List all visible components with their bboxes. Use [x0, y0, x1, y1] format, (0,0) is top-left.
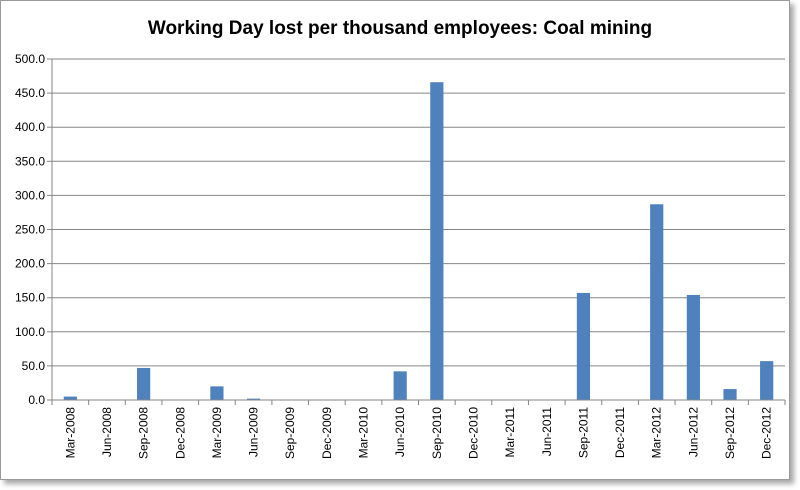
y-tick-label: 100.0: [15, 325, 45, 339]
x-axis-ticks: Mar-2008 Jun-2008 Sep-2008 Dec-2008 Mar-2009…: [51, 400, 786, 459]
x-tick-label: Jun-2009: [247, 407, 261, 457]
x-tick-label: Mar-2011: [503, 407, 517, 458]
bar: [393, 371, 407, 400]
x-tick-label: Dec-2012: [760, 407, 774, 459]
x-tick-label: Sep-2012: [723, 407, 737, 459]
bar: [760, 361, 774, 400]
x-tick-label: Dec-2010: [466, 407, 480, 459]
y-tick-label: 300.0: [15, 188, 45, 202]
bar: [430, 82, 444, 401]
y-tick-label: 50.0: [22, 359, 46, 373]
bar: [650, 204, 664, 400]
x-tick-label: Mar-2008: [63, 407, 77, 459]
bar: [63, 396, 77, 400]
y-axis-ticks: 0.0 50.0 100.0 150.0 200.0 250.0 300.0 350.0 400…: [15, 52, 52, 407]
y-tick-label: 250.0: [15, 223, 45, 237]
y-tick-label: 200.0: [15, 257, 45, 271]
x-tick-label: Dec-2009: [320, 407, 334, 459]
bar: [686, 294, 700, 400]
y-tick-label: 150.0: [15, 291, 45, 305]
y-tick-label: 350.0: [15, 154, 45, 168]
bar: [210, 386, 224, 400]
x-tick-label: Sep-2008: [137, 407, 151, 459]
gridlines: [52, 58, 785, 367]
x-tick-label: Dec-2011: [613, 407, 627, 458]
x-tick-label: Jun-2012: [686, 407, 700, 457]
bar: [576, 292, 591, 400]
chart-title: Working Day lost per thousand employees:…: [148, 18, 652, 39]
x-tick-label: Sep-2010: [430, 407, 444, 459]
y-tick-label: 450.0: [15, 86, 45, 100]
x-tick-label: Mar-2012: [650, 407, 664, 459]
x-tick-label: Jun-2011: [540, 407, 554, 456]
x-tick-label: Sep-2011: [576, 407, 590, 458]
x-tick-label: Dec-2008: [173, 407, 187, 459]
x-tick-label: Mar-2010: [357, 407, 371, 459]
bar: [723, 389, 737, 400]
x-tick-label: Jun-2008: [100, 407, 114, 457]
bar: [137, 367, 151, 400]
x-tick-label: Mar-2009: [210, 407, 224, 459]
y-tick-label: 500.0: [15, 52, 45, 66]
bars: [63, 82, 774, 401]
x-tick-label: Jun-2010: [393, 407, 407, 457]
x-tick-label: Sep-2009: [283, 407, 297, 459]
bar: [246, 398, 261, 400]
y-tick-label: 400.0: [15, 120, 45, 134]
y-tick-label: 0.0: [28, 393, 45, 407]
